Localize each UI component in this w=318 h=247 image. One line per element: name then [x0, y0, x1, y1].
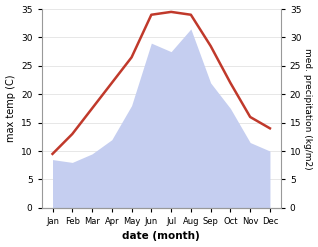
Y-axis label: med. precipitation (kg/m2): med. precipitation (kg/m2) [303, 48, 313, 169]
Y-axis label: max temp (C): max temp (C) [5, 75, 16, 142]
X-axis label: date (month): date (month) [122, 231, 200, 242]
